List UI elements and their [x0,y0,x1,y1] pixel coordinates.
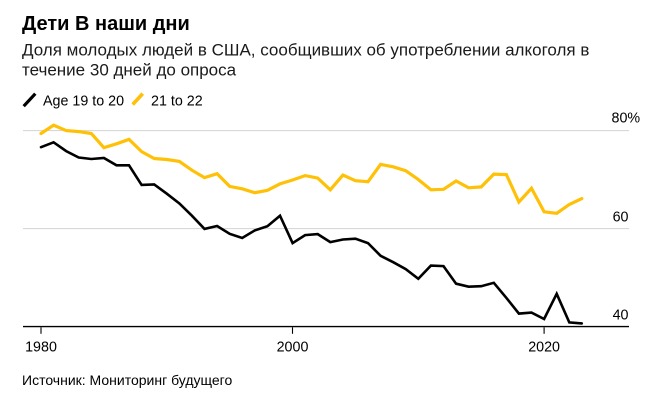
svg-text:Дети В наши дни: Дети В наши дни [22,13,190,35]
svg-text:течение 30 дней до опроса: течение 30 дней до опроса [22,61,237,80]
svg-text:2000: 2000 [277,340,309,356]
svg-text:Доля молодых людей в США, сооб: Доля молодых людей в США, сообщивших об … [22,41,589,60]
svg-text:1980: 1980 [25,340,57,356]
svg-text:40: 40 [613,307,629,323]
svg-text:Age 19 to 20: Age 19 to 20 [43,94,124,110]
svg-text:80%: 80% [612,110,641,126]
svg-text:2020: 2020 [528,340,560,356]
svg-text:21 to 22: 21 to 22 [151,94,203,110]
svg-text:Источник: Мониторинг будущего: Источник: Мониторинг будущего [22,372,232,388]
svg-text:60: 60 [613,209,629,225]
